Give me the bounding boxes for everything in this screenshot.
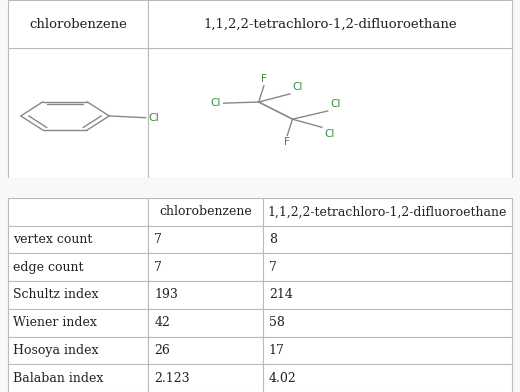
Text: F: F <box>284 137 290 147</box>
Text: chlorobenzene: chlorobenzene <box>159 205 252 218</box>
Bar <box>148 309 263 337</box>
Bar <box>8 198 148 226</box>
Bar <box>263 198 512 226</box>
Bar <box>263 253 512 281</box>
Text: 4.02: 4.02 <box>269 372 296 385</box>
Text: 1,1,2,2-tetrachloro-1,2-difluoroethane: 1,1,2,2-tetrachloro-1,2-difluoroethane <box>268 205 507 218</box>
Bar <box>263 281 512 309</box>
Text: 214: 214 <box>269 289 293 301</box>
Text: 58: 58 <box>269 316 285 329</box>
Text: Cl: Cl <box>324 129 335 139</box>
Text: 7: 7 <box>269 261 277 274</box>
Bar <box>8 281 148 309</box>
Text: chlorobenzene: chlorobenzene <box>29 18 127 31</box>
Text: Cl: Cl <box>293 82 303 92</box>
Bar <box>8 48 148 178</box>
Text: 8: 8 <box>269 233 277 246</box>
Bar <box>148 198 263 226</box>
Text: edge count: edge count <box>13 261 84 274</box>
Text: F: F <box>261 74 267 84</box>
Bar <box>148 48 512 178</box>
Bar <box>263 309 512 337</box>
Bar <box>8 309 148 337</box>
Text: vertex count: vertex count <box>13 233 93 246</box>
Text: 7: 7 <box>154 261 162 274</box>
Bar <box>8 337 148 364</box>
Text: 193: 193 <box>154 289 178 301</box>
Text: 17: 17 <box>269 344 285 357</box>
Text: Cl: Cl <box>211 98 221 108</box>
Bar <box>8 253 148 281</box>
Bar <box>263 337 512 364</box>
Bar <box>148 364 263 392</box>
Bar <box>8 226 148 253</box>
Bar <box>263 226 512 253</box>
Text: 2.123: 2.123 <box>154 372 190 385</box>
Text: Cl: Cl <box>330 99 341 109</box>
Text: Balaban index: Balaban index <box>13 372 103 385</box>
Bar <box>148 337 263 364</box>
Bar <box>263 364 512 392</box>
Bar <box>148 281 263 309</box>
Text: 26: 26 <box>154 344 171 357</box>
Bar <box>8 0 148 48</box>
Text: Wiener index: Wiener index <box>13 316 97 329</box>
Text: 42: 42 <box>154 316 171 329</box>
Text: 7: 7 <box>154 233 162 246</box>
Text: 1,1,2,2-tetrachloro-1,2-difluoroethane: 1,1,2,2-tetrachloro-1,2-difluoroethane <box>203 18 457 31</box>
Text: Hosoya index: Hosoya index <box>13 344 98 357</box>
Bar <box>8 364 148 392</box>
Bar <box>148 226 263 253</box>
Bar <box>148 253 263 281</box>
Bar <box>148 0 512 48</box>
Text: Schultz index: Schultz index <box>13 289 98 301</box>
Text: Cl: Cl <box>148 113 159 123</box>
